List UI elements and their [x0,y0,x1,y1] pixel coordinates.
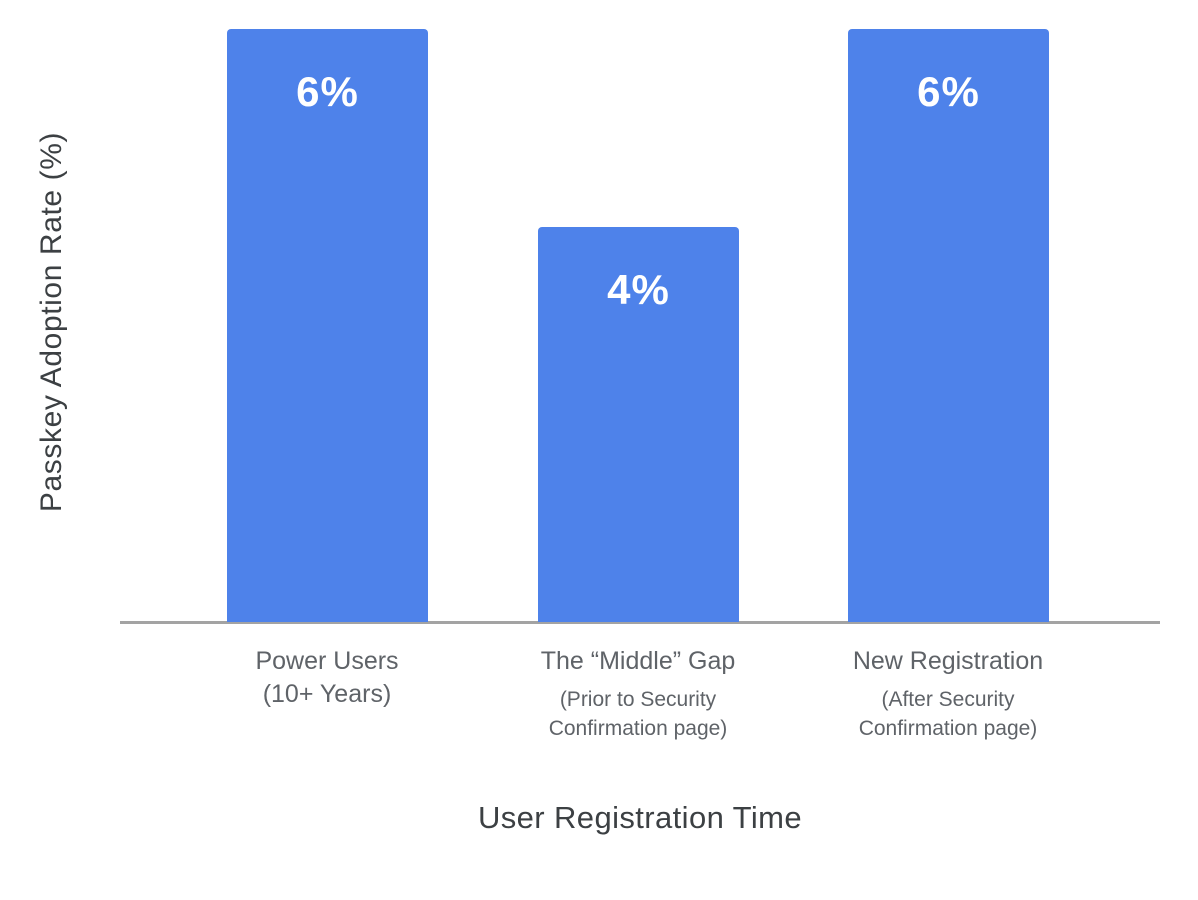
x-axis-title: User Registration Time [477,800,803,835]
bar-value-label: 6% [296,68,359,115]
bar-value-label: 4% [607,265,670,313]
bar-new-registration: 6% [848,29,1049,622]
category-sublabel: (Prior to Security Confirmation page) [548,687,728,740]
category-label-power-users: Power Users (10+ Years) [172,645,482,717]
x-axis-line [120,621,1160,624]
bar-power-users: 6% [227,29,428,622]
category-main-label: Power Users (10+ Years) [255,647,399,708]
bar-middle-gap: 4% [538,226,739,622]
bar-value-label: 6% [917,68,980,115]
category-main-label: New Registration [852,647,1044,675]
category-label-middle-gap: The “Middle” Gap (Prior to Security Conf… [483,645,793,743]
category-label-new-registration: New Registration (After Security Confirm… [793,645,1103,743]
y-axis-title: Passkey Adoption Rate (%) [35,131,68,513]
category-sublabel: (After Security Confirmation page) [858,687,1038,740]
category-main-label: The “Middle” Gap [540,647,736,675]
